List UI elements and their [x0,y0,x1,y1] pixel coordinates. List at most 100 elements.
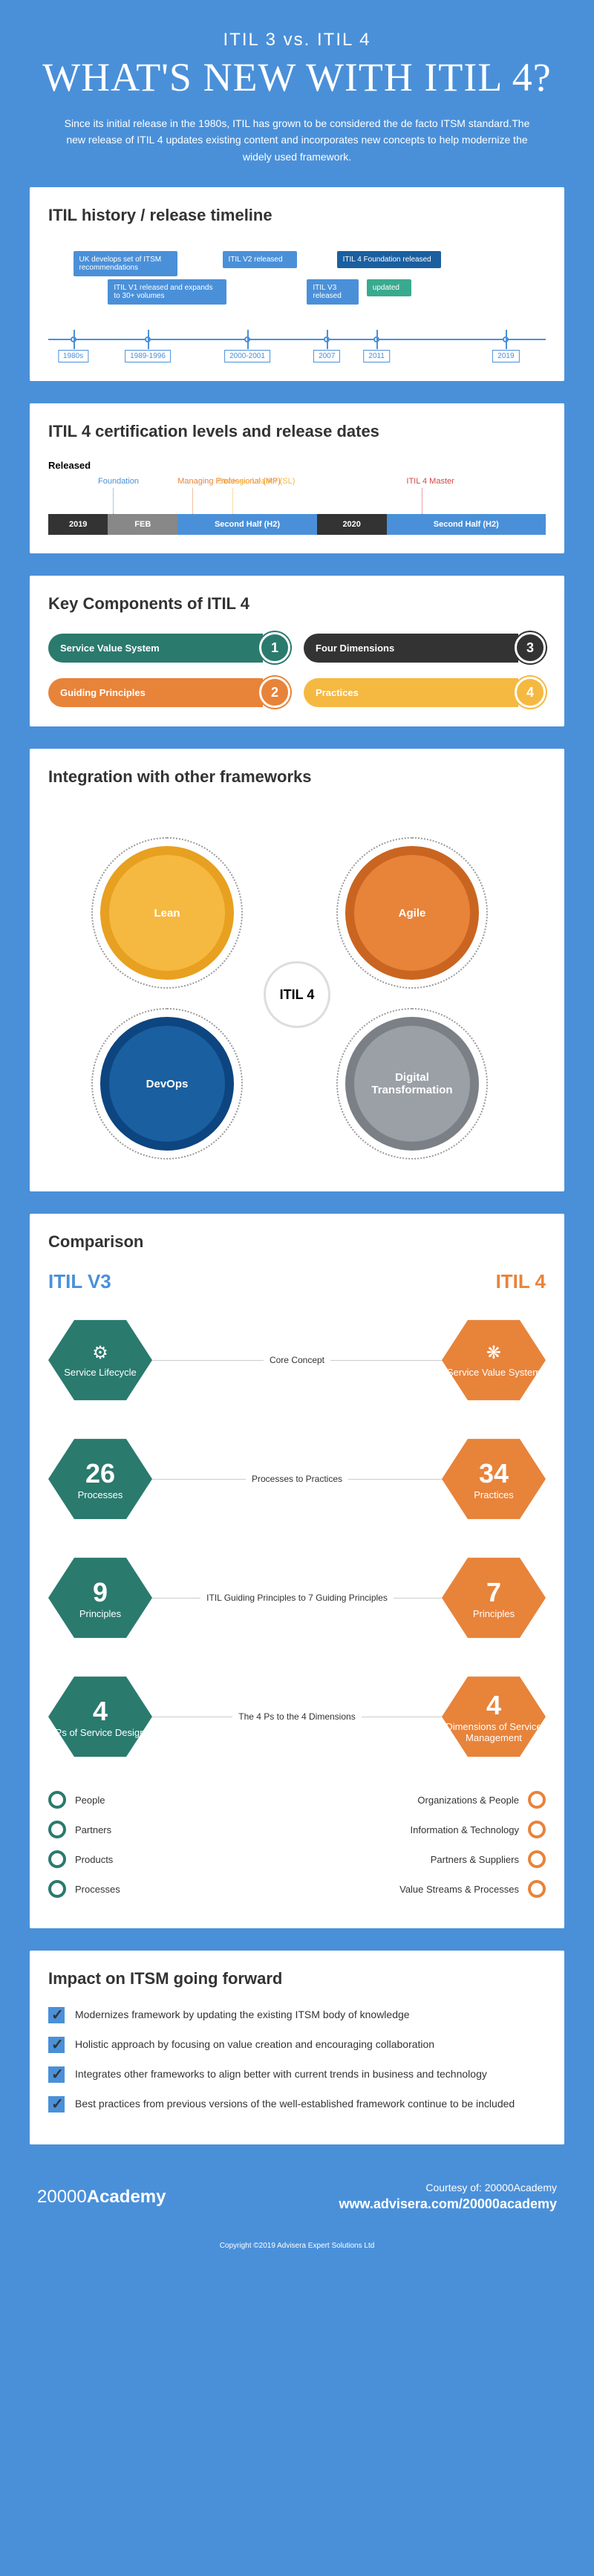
component-item: Guiding Principles2 [48,677,290,708]
courtesy: Courtesy of: 20000Academy [339,2182,557,2193]
timeline-year: 2019 [492,350,519,362]
check-icon [48,2037,65,2053]
cert-title: ITIL 4 certification levels and release … [48,422,546,441]
v4-hex: 34Practices [442,1434,546,1523]
integration-diagram: ITIL 4 LeanAgileDevOpsDigital Transforma… [48,816,546,1173]
cert-bar-segment: FEB [108,514,177,535]
bullet-icon [528,1791,546,1809]
comparison-title: Comparison [48,1232,546,1252]
timeline-year: 2000-2001 [224,350,270,362]
comparison-row: 26Processes Processes to Practices 34Pract… [48,1434,546,1523]
list-item: People [48,1791,272,1809]
bullet-icon [48,1880,66,1898]
component-number: 3 [515,632,546,663]
cert-labels: FoundationManaging Professional (MP)Stra… [48,477,546,514]
small-title: ITIL 3 vs. ITIL 4 [37,30,557,51]
bullet-icon [48,1821,66,1838]
cert-bar-segment: Second Half (H2) [387,514,546,535]
big-title: What's new with ITIL 4? [37,54,557,100]
components-title: Key Components of ITIL 4 [48,594,546,614]
comparison-mid: Core Concept [264,1355,330,1365]
component-label: Guiding Principles [48,678,265,707]
header: ITIL 3 vs. ITIL 4 What's new with ITIL 4… [0,0,594,187]
v4-title: ITIL 4 [496,1270,546,1293]
v3-list: People Partners Products Processes [48,1791,272,1910]
component-item: Practices4 [304,677,546,708]
timeline-event: updated [367,279,411,296]
list-item: Partners & Suppliers [322,1850,546,1868]
list-item: Organizations & People [322,1791,546,1809]
cert-label: Foundation [98,477,139,486]
integration-circle: DevOps [100,1017,234,1151]
integration-center: ITIL 4 [264,961,330,1028]
v4-hex: 4Dimensions of Service Management [442,1672,546,1761]
v3-hex: ⚙Service Lifecycle [48,1315,152,1405]
component-item: Four Dimensions3 [304,632,546,663]
impact-panel: Impact on ITSM going forward Modernizes … [30,1951,564,2144]
comparison-mid: ITIL Guiding Principles to 7 Guiding Pri… [200,1593,394,1603]
component-label: Service Value System [48,634,265,663]
cert-bar: 2019FEBSecond Half (H2)2020Second Half (… [48,514,546,535]
cert-bar-segment: 2019 [48,514,108,535]
integration-circle: Digital Transformation [345,1017,479,1151]
released-label: Released [48,460,546,471]
comparison-mid: The 4 Ps to the 4 Dimensions [232,1711,361,1722]
v3-hex: 26Processes [48,1434,152,1523]
components-panel: Key Components of ITIL 4 Service Value S… [30,576,564,726]
timeline-event: UK develops set of ITSM recommendations [74,251,177,276]
check-icon [48,2066,65,2083]
component-number: 1 [259,632,290,663]
impact-item: Holistic approach by focusing on value c… [48,2037,546,2053]
cert-bar-segment: Second Half (H2) [177,514,317,535]
copyright: Copyright ©2019 Advisera Expert Solution… [0,2242,594,2265]
comparison-row: 9Principles ITIL Guiding Principles to 7 … [48,1553,546,1642]
bullet-icon [528,1880,546,1898]
component-label: Practices [304,678,520,707]
bullet-icon [528,1821,546,1838]
impact-item: Modernizes framework by updating the exi… [48,2007,546,2023]
v3-title: ITIL V3 [48,1270,111,1293]
v4-hex: 7Principles [442,1553,546,1642]
cert-label: Strategic Leader (SL) [218,477,296,486]
list-item: Information & Technology [322,1821,546,1838]
components-grid: Service Value System1 Four Dimensions3 Gui… [48,632,546,708]
check-icon [48,2007,65,2023]
timeline-title: ITIL history / release timeline [48,206,546,225]
timeline-event: ITIL 4 Foundation released [337,251,441,268]
integration-circle: Lean [100,846,234,980]
list-item: Partners [48,1821,272,1838]
timeline-year: 2011 [363,350,390,362]
integration-panel: Integration with other frameworks ITIL 4… [30,749,564,1191]
bullet-icon [48,1850,66,1868]
timeline-panel: ITIL history / release timeline 1980s 198… [30,187,564,381]
cert-bar-segment: 2020 [317,514,387,535]
impact-list: Modernizes framework by updating the exi… [48,2007,546,2112]
timeline-year: 1989-1996 [125,350,171,362]
timeline-event: ITIL V1 released and expands to 30+ volu… [108,279,226,305]
component-number: 4 [515,677,546,708]
cert-panel: ITIL 4 certification levels and release … [30,403,564,553]
v3-hex: 9Principles [48,1553,152,1642]
component-label: Four Dimensions [304,634,520,663]
comparison-header: ITIL V3 ITIL 4 [48,1270,546,1293]
footer: 20000Academy Courtesy of: 20000Academy w… [0,2167,594,2242]
logo: 20000Academy [37,2187,166,2208]
bullet-icon [528,1850,546,1868]
cert-label: ITIL 4 Master [406,477,454,486]
footer-url: www.advisera.com/20000academy [339,2196,557,2212]
check-icon [48,2096,65,2112]
list-item: Products [48,1850,272,1868]
v3-hex: 4Ps of Service Design [48,1672,152,1761]
intro-text: Since its initial release in the 1980s, … [37,115,557,165]
comparison-row: 4Ps of Service Design The 4 Ps to the 4 D… [48,1672,546,1761]
timeline-year: 2007 [313,350,340,362]
v4-hex: ❋Service Value System [442,1315,546,1405]
comparison-panel: Comparison ITIL V3 ITIL 4 ⚙Service Lifec… [30,1214,564,1928]
comparison-mid: Processes to Practices [246,1474,348,1484]
integration-title: Integration with other frameworks [48,767,546,787]
timeline-event: ITIL V3 released [307,279,359,305]
list-item: Processes [48,1880,272,1898]
bullet-icon [48,1791,66,1809]
comparison-row: ⚙Service Lifecycle Core Concept ❋Service V… [48,1315,546,1405]
timeline-year: 1980s [58,350,88,362]
